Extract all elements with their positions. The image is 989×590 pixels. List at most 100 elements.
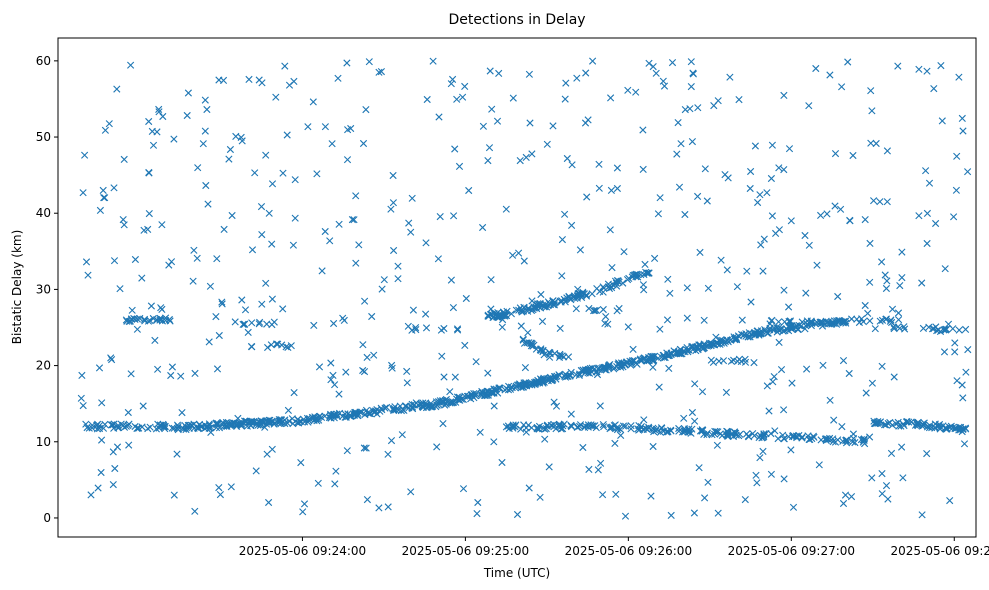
data-point <box>613 424 621 432</box>
data-point <box>219 420 227 428</box>
data-point <box>770 373 778 381</box>
data-point <box>265 209 273 217</box>
data-point <box>953 377 961 385</box>
data-point <box>256 421 264 430</box>
data-point <box>191 369 199 377</box>
data-point <box>294 415 302 423</box>
data-point <box>894 309 903 317</box>
data-point <box>607 94 615 102</box>
data-point <box>775 318 783 326</box>
data-point <box>521 364 529 372</box>
data-point <box>867 87 875 95</box>
data-point <box>608 264 616 272</box>
data-point <box>950 213 958 221</box>
data-point <box>461 82 469 90</box>
data-point <box>685 346 693 354</box>
data-point <box>780 286 788 294</box>
data-point <box>861 216 869 224</box>
data-point <box>377 404 385 412</box>
data-point <box>99 186 107 194</box>
data-point <box>826 71 834 79</box>
data-point <box>687 83 695 91</box>
data-point <box>558 352 566 360</box>
data-point <box>843 436 851 444</box>
data-point <box>677 140 685 148</box>
data-point <box>521 380 529 388</box>
data-point <box>573 74 581 82</box>
data-point <box>923 450 931 458</box>
data-point <box>449 399 457 407</box>
data-point <box>951 348 959 356</box>
data-point <box>133 325 141 333</box>
data-point <box>688 408 696 417</box>
data-point <box>446 388 454 396</box>
x-tick-label: 2025-05-06 09:27:00 <box>728 544 855 558</box>
data-point <box>666 289 674 297</box>
data-point <box>108 421 116 429</box>
data-point <box>272 340 281 348</box>
data-point <box>923 209 931 217</box>
data-point <box>724 428 732 436</box>
data-point <box>574 291 582 299</box>
data-point <box>549 297 557 305</box>
data-point <box>868 107 876 115</box>
data-point <box>786 317 794 325</box>
data-point <box>241 306 250 314</box>
data-point <box>735 432 743 440</box>
data-point <box>144 225 152 233</box>
y-tick-label: 10 <box>36 435 51 449</box>
data-point <box>582 292 591 300</box>
data-point <box>756 191 764 199</box>
data-point <box>536 493 544 501</box>
data-point <box>582 69 590 77</box>
data-point <box>712 428 721 436</box>
data-point <box>226 421 234 429</box>
data-point <box>760 430 768 438</box>
data-point <box>173 450 181 458</box>
data-point <box>591 307 599 315</box>
data-point <box>876 198 884 206</box>
data-point <box>388 364 396 372</box>
data-point <box>656 325 664 333</box>
data-point <box>632 88 640 96</box>
data-point <box>264 343 272 352</box>
data-point <box>878 470 886 478</box>
data-point <box>925 179 934 187</box>
data-point <box>516 157 524 165</box>
data-point <box>707 356 715 364</box>
data-point <box>110 184 118 192</box>
data-point <box>213 421 221 429</box>
data-point <box>687 58 695 66</box>
data-point <box>681 210 689 219</box>
data-point <box>156 421 164 429</box>
data-point <box>688 138 696 146</box>
data-point <box>375 68 383 76</box>
data-point <box>204 200 212 208</box>
data-point <box>550 301 558 309</box>
data-point <box>751 328 759 337</box>
data-point <box>928 325 937 333</box>
data-point <box>98 399 106 407</box>
data-point <box>572 305 580 313</box>
data-point <box>898 274 906 282</box>
data-point <box>325 413 333 422</box>
data-point <box>412 324 420 332</box>
data-point <box>388 361 396 369</box>
data-point <box>117 420 125 428</box>
data-point <box>959 127 967 135</box>
data-point <box>279 169 287 177</box>
data-point <box>934 326 942 334</box>
data-point <box>488 388 496 396</box>
data-point <box>602 313 610 321</box>
data-point <box>841 491 850 499</box>
data-point <box>743 430 751 438</box>
data-point <box>461 341 469 349</box>
data-point <box>537 346 545 355</box>
data-point <box>79 402 87 410</box>
data-point <box>780 91 788 99</box>
data-point <box>78 371 86 379</box>
data-point <box>237 133 245 141</box>
data-point <box>116 285 124 293</box>
data-point <box>757 330 765 338</box>
data-point <box>750 359 758 367</box>
